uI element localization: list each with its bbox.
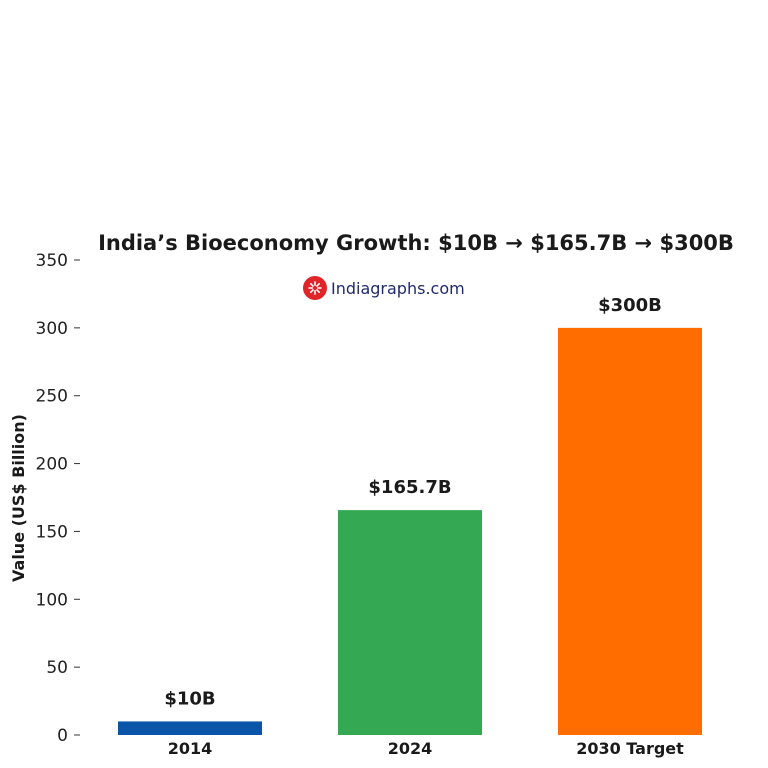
bar bbox=[338, 510, 482, 735]
watermark-logo: Indiagraphs.com bbox=[303, 276, 465, 300]
chart-title: India’s Bioeconomy Growth: $10B → $165.7… bbox=[98, 231, 734, 255]
data-label: $10B bbox=[164, 688, 215, 709]
y-tick-label: 50 bbox=[46, 658, 68, 678]
y-tick-label: 200 bbox=[36, 455, 68, 475]
watermark-text: Indiagraphs.com bbox=[331, 279, 465, 298]
y-tick-label: 250 bbox=[36, 387, 68, 407]
y-axis-label: Value (US$ Billion) bbox=[9, 414, 28, 582]
bars: $10B $165.7B $300B bbox=[118, 295, 702, 735]
x-axis-ticks: 2014 2024 2030 Target bbox=[168, 739, 684, 758]
x-tick-label: 2024 bbox=[388, 739, 433, 758]
y-tick-label: 0 bbox=[57, 726, 68, 746]
x-tick-label: 2030 Target bbox=[576, 739, 684, 758]
x-tick-label: 2014 bbox=[168, 739, 213, 758]
y-tick-label: 350 bbox=[36, 251, 68, 271]
bar bbox=[558, 327, 702, 735]
y-tick-label: 300 bbox=[36, 319, 68, 339]
data-label: $165.7B bbox=[368, 477, 451, 498]
data-label: $300B bbox=[598, 295, 662, 316]
y-tick-label: 150 bbox=[36, 522, 68, 542]
bar bbox=[118, 721, 262, 735]
y-axis-ticks: 0 50 100 150 200 250 300 350 bbox=[36, 251, 80, 746]
y-tick-label: 100 bbox=[36, 590, 68, 610]
